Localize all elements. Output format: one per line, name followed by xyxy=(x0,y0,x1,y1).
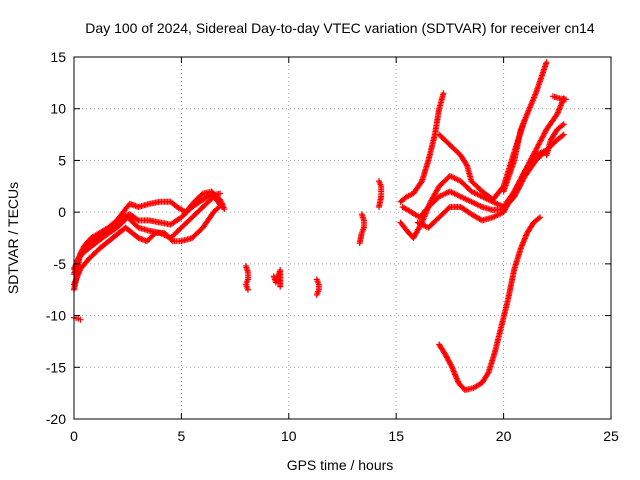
series-late-e xyxy=(436,59,550,203)
data-point xyxy=(562,96,569,103)
data-point xyxy=(277,283,284,290)
series-c11 xyxy=(313,276,322,298)
series-late-f xyxy=(500,116,529,195)
y-tick-label: 0 xyxy=(58,204,66,220)
plot-frame xyxy=(73,56,612,420)
data-point xyxy=(522,116,529,123)
data-point xyxy=(440,90,447,97)
data-point xyxy=(244,286,251,293)
data-point xyxy=(134,216,141,223)
data-point xyxy=(548,135,555,142)
y-tick-label: 10 xyxy=(50,101,66,117)
series-early-c xyxy=(71,200,226,288)
x-tick-label: 15 xyxy=(388,428,404,444)
data-point xyxy=(217,190,224,197)
series-c8 xyxy=(242,262,251,293)
data-point xyxy=(77,316,84,323)
series-late-d xyxy=(414,95,567,231)
x-tick-label: 10 xyxy=(281,428,297,444)
series-dip xyxy=(436,214,544,394)
data-point xyxy=(445,205,452,212)
grid-lines xyxy=(74,57,611,419)
x-axis-label: GPS time / hours xyxy=(287,457,394,473)
y-axis-label: SDTVAR / TECUs xyxy=(5,182,21,294)
chart-title: Day 100 of 2024, Sidereal Day-to-day VTE… xyxy=(85,20,595,36)
series-early-d xyxy=(71,190,224,273)
data-point xyxy=(418,179,425,186)
data-point xyxy=(219,200,226,207)
x-tick-label: 5 xyxy=(178,428,186,444)
series-late-g xyxy=(543,121,567,159)
data-point xyxy=(151,231,158,238)
data-point xyxy=(376,203,383,210)
x-tick-label: 0 xyxy=(70,428,78,444)
data-point xyxy=(448,362,455,369)
series-c13 xyxy=(356,211,367,247)
data-point xyxy=(217,202,224,209)
x-tick-label: 20 xyxy=(496,428,512,444)
x-tick-label: 25 xyxy=(603,428,619,444)
axis-ticks: 0 5 10 15 20 25 -20 -15 -10 -5 0 5 10 15 xyxy=(46,49,619,444)
y-tick-label: -5 xyxy=(54,256,67,272)
data-point xyxy=(537,214,544,221)
series-c14 xyxy=(376,178,385,210)
data-point xyxy=(535,215,542,222)
data-point xyxy=(543,152,550,159)
y-tick-label: 5 xyxy=(58,152,66,168)
data-point xyxy=(543,59,550,66)
data-point xyxy=(356,240,363,247)
series-late-a xyxy=(397,90,447,205)
y-tick-label: -15 xyxy=(46,359,66,375)
data-marks xyxy=(71,59,569,394)
data-point xyxy=(313,291,320,298)
data-point xyxy=(202,194,209,201)
y-tick-label: 15 xyxy=(50,49,66,65)
series-late-h xyxy=(550,93,569,103)
data-point xyxy=(463,161,470,168)
data-point xyxy=(560,131,567,138)
y-tick-label: -20 xyxy=(46,411,66,427)
y-tick-label: -10 xyxy=(46,308,66,324)
data-point xyxy=(168,236,175,243)
series-c9 xyxy=(270,267,284,290)
data-point xyxy=(559,132,566,139)
data-point xyxy=(484,370,491,377)
